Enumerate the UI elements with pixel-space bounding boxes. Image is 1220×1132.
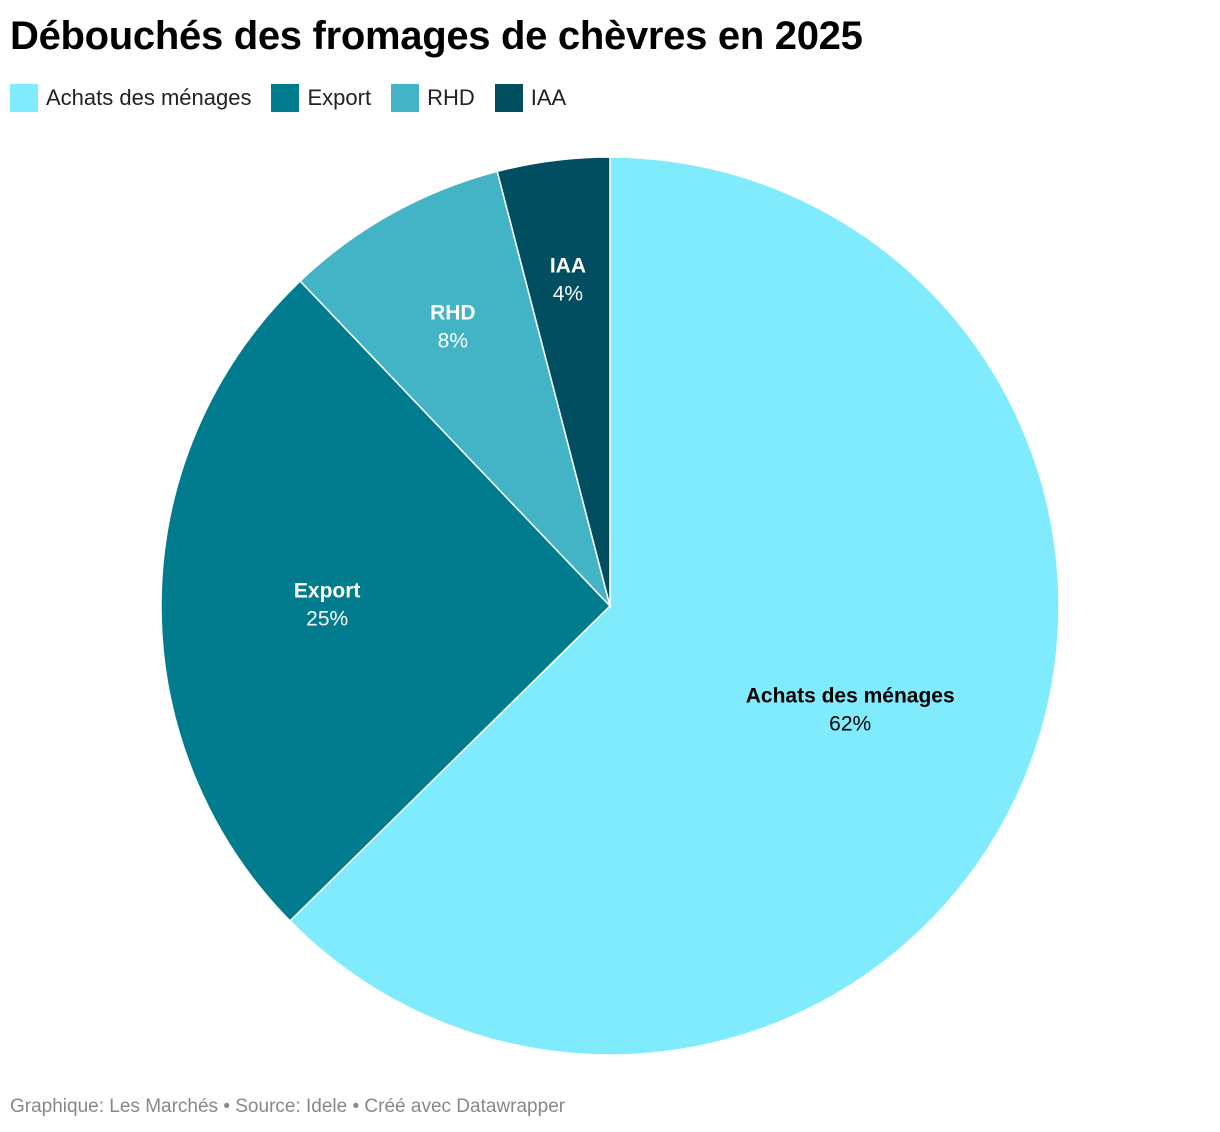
legend-item: IAA: [494, 84, 567, 112]
legend-swatch: [10, 84, 38, 112]
slice-value-label: 4%: [553, 282, 583, 305]
legend-item: RHD: [391, 84, 475, 112]
legend-item: Achats des ménages: [10, 84, 251, 112]
slice-label: IAA: [550, 254, 586, 277]
chart-legend: Achats des ménages Export RHD IAA: [10, 84, 566, 112]
pie-chart: Achats des ménages 62% Export 25% RHD 8% IAA 4%: [160, 156, 1060, 1056]
legend-label: Achats des ménages: [46, 85, 252, 110]
slice-label: Achats des ménages: [746, 685, 955, 708]
chart-title: Débouchés des fromages de chèvres en 202…: [10, 14, 863, 58]
pie-slice: [496, 156, 611, 607]
slice-value-label: 8%: [438, 330, 468, 353]
legend-swatch: [391, 84, 420, 112]
slice-value-label: 62%: [829, 713, 871, 736]
legend-label: Export: [307, 85, 372, 110]
slice-label: RHD: [430, 302, 476, 325]
pie-slice: [299, 170, 612, 609]
chart-footer: Graphique: Les Marchés • Source: Idele •…: [10, 1096, 566, 1117]
legend-label: IAA: [530, 85, 567, 110]
slice-label: Export: [294, 580, 361, 603]
legend-label: RHD: [427, 85, 475, 110]
slice-value-label: 25%: [306, 608, 348, 631]
pie-slice: [288, 156, 1060, 1056]
legend-item: Export: [271, 84, 371, 112]
legend-swatch: [494, 84, 523, 112]
legend-swatch: [271, 84, 300, 112]
pie-slice: [160, 279, 612, 923]
